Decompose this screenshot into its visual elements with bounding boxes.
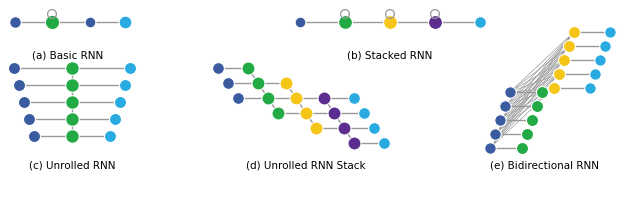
Point bbox=[233, 96, 243, 100]
Point bbox=[24, 117, 34, 121]
Point bbox=[67, 134, 77, 138]
Point bbox=[301, 111, 311, 115]
Point bbox=[359, 111, 369, 115]
Point bbox=[243, 66, 253, 70]
Point bbox=[559, 58, 569, 62]
Point bbox=[263, 96, 273, 100]
Point bbox=[213, 66, 223, 70]
Point bbox=[67, 83, 77, 87]
Point bbox=[253, 81, 263, 85]
Point bbox=[379, 141, 389, 145]
Point bbox=[500, 104, 510, 108]
Point bbox=[223, 81, 233, 85]
Text: (a) Basic RNN: (a) Basic RNN bbox=[33, 50, 104, 60]
Point bbox=[495, 118, 505, 122]
Point bbox=[490, 132, 500, 136]
Point bbox=[281, 81, 291, 85]
Point bbox=[537, 90, 547, 94]
Point bbox=[47, 20, 57, 24]
Point bbox=[311, 126, 321, 130]
Point bbox=[554, 72, 564, 76]
Point bbox=[110, 117, 120, 121]
Point bbox=[67, 100, 77, 104]
Point bbox=[319, 96, 329, 100]
Point bbox=[105, 134, 115, 138]
Point bbox=[120, 83, 130, 87]
Point bbox=[125, 66, 135, 70]
Point bbox=[67, 117, 77, 121]
Point bbox=[385, 20, 395, 24]
Point bbox=[600, 44, 610, 48]
Point bbox=[349, 141, 359, 145]
Text: (b) Stacked RNN: (b) Stacked RNN bbox=[348, 50, 433, 60]
Text: (e) Bidirectional RNN: (e) Bidirectional RNN bbox=[490, 160, 600, 170]
Point bbox=[115, 100, 125, 104]
Point bbox=[349, 96, 359, 100]
Point bbox=[532, 104, 542, 108]
Point bbox=[273, 111, 283, 115]
Point bbox=[605, 30, 615, 34]
Point bbox=[564, 44, 574, 48]
Point bbox=[29, 134, 39, 138]
Point bbox=[569, 30, 579, 34]
Point bbox=[485, 146, 495, 150]
Point bbox=[295, 20, 305, 24]
Point bbox=[14, 83, 24, 87]
Point bbox=[9, 66, 19, 70]
Point bbox=[10, 20, 20, 24]
Point bbox=[517, 146, 527, 150]
Point bbox=[522, 132, 532, 136]
Point bbox=[475, 20, 485, 24]
Text: (c) Unrolled RNN: (c) Unrolled RNN bbox=[29, 160, 115, 170]
Point bbox=[430, 20, 440, 24]
Point bbox=[590, 72, 600, 76]
Point bbox=[19, 100, 29, 104]
Point bbox=[339, 126, 349, 130]
Point bbox=[85, 20, 95, 24]
Point bbox=[595, 58, 605, 62]
Point bbox=[527, 118, 537, 122]
Point bbox=[549, 86, 559, 90]
Text: (d) Unrolled RNN Stack: (d) Unrolled RNN Stack bbox=[246, 160, 366, 170]
Point bbox=[120, 20, 130, 24]
Point bbox=[340, 20, 350, 24]
Point bbox=[329, 111, 339, 115]
Point bbox=[67, 66, 77, 70]
Point bbox=[369, 126, 379, 130]
Point bbox=[585, 86, 595, 90]
Point bbox=[291, 96, 301, 100]
Point bbox=[505, 90, 515, 94]
